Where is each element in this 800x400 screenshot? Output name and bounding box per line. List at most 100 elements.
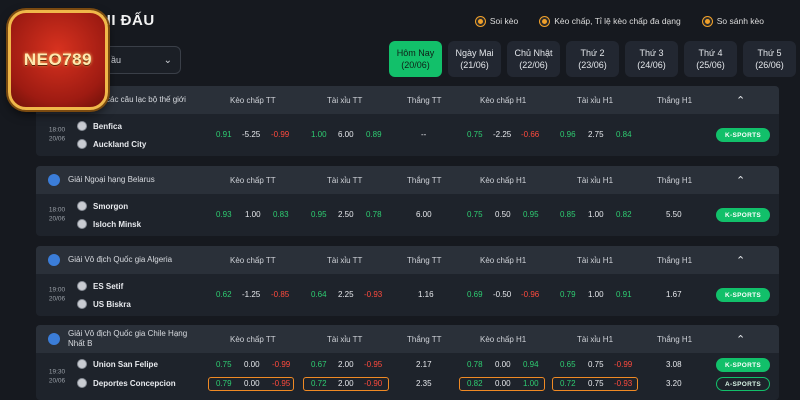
odds-value[interactable]: 0.91 <box>216 130 232 139</box>
team-name: ES Setif <box>93 281 124 291</box>
chevron-up-icon[interactable]: ⌃ <box>736 94 746 107</box>
odds-value[interactable]: 0.75 <box>467 130 483 139</box>
k-sports-button[interactable]: K-SPORTS <box>716 288 770 302</box>
link-soi-keo[interactable]: Soi kèo <box>475 16 518 26</box>
tab-day-date: (21/06) <box>460 60 489 70</box>
team-crest-icon <box>77 201 87 211</box>
k-sports-button[interactable]: K-SPORTS <box>716 208 770 222</box>
odds-value[interactable]: 0.64 <box>311 290 327 299</box>
match-time: 19:00 20/06 <box>46 286 68 305</box>
league-header[interactable]: Giải Vô địch Quốc gia Algeria Kèo chấp T… <box>36 246 779 274</box>
odds-value[interactable]: 0.94 <box>523 360 539 369</box>
brand-logo[interactable]: NEO789 <box>8 10 108 110</box>
a-sports-button[interactable]: A-SPORTS <box>716 377 770 391</box>
odds-value[interactable]: -0.99 <box>272 360 291 369</box>
chevron-up-icon[interactable]: ⌃ <box>736 333 746 346</box>
odds-value[interactable]: 3.20 <box>666 379 682 388</box>
odds-value[interactable]: -0.93 <box>364 290 383 299</box>
odds-value[interactable]: 0.89 <box>366 130 382 139</box>
team-crest-icon <box>77 139 87 149</box>
odds-value[interactable]: 3.08 <box>666 360 682 369</box>
odds-value[interactable]: -0.99 <box>271 130 290 139</box>
odds-value[interactable]: 0.79 <box>560 290 576 299</box>
odds-value[interactable]: 0.65 <box>560 360 576 369</box>
col-header: Tài xỉu H1 <box>577 95 614 105</box>
odds-value[interactable]: 0.93 <box>216 210 232 219</box>
link-label: So sánh kèo <box>716 16 764 26</box>
odds-value[interactable]: 0.95 <box>311 210 327 219</box>
tab-day-0[interactable]: Hôm Nay (20/06) <box>389 41 442 77</box>
odds-value[interactable]: 0.72 <box>560 379 576 388</box>
odds-value[interactable]: 2.17 <box>416 360 432 369</box>
coin-icon <box>475 16 485 26</box>
match-row[interactable]: 19:30 20/06 Union San Felipe Deportes Con… <box>36 353 779 400</box>
odds-value[interactable]: -0.90 <box>364 379 383 388</box>
tab-day-name: Chủ Nhật <box>514 47 553 58</box>
col-header: Tài xỉu TT <box>327 334 363 344</box>
odds-value[interactable]: 0.95 <box>523 210 539 219</box>
tab-day-date: (20/06) <box>401 60 430 70</box>
tab-day-5[interactable]: Thứ 4 (25/06) <box>684 41 737 77</box>
link-keo-chap[interactable]: Kèo chấp, Tỉ lệ kèo chấp đa dạng <box>540 16 681 26</box>
odds-value[interactable]: 1.00 <box>523 379 539 388</box>
link-so-sanh-keo[interactable]: So sánh kèo <box>702 16 764 26</box>
odds-value[interactable]: 0.67 <box>311 360 327 369</box>
odds-value[interactable]: -0.96 <box>521 290 540 299</box>
league-select-value: ầu <box>111 55 122 65</box>
col-header: Thắng H1 <box>657 334 693 344</box>
k-sports-button[interactable]: K-SPORTS <box>716 358 770 372</box>
chevron-up-icon[interactable]: ⌃ <box>736 254 746 267</box>
odds-value[interactable]: 0.78 <box>366 210 382 219</box>
tab-day-2[interactable]: Chủ Nhật (22/06) <box>507 41 560 77</box>
odds-value[interactable]: -- <box>421 130 427 139</box>
odds-value[interactable]: 1.16 <box>418 290 434 299</box>
team-crest-icon <box>77 299 87 309</box>
odds-value[interactable]: 0.82 <box>616 210 632 219</box>
odds-value[interactable]: 0.82 <box>467 379 483 388</box>
match-row[interactable]: 18:00 20/06 Benfica Auckland City 0.91 -5… <box>36 114 779 156</box>
odds-value[interactable]: 0.85 <box>560 210 576 219</box>
trophy-icon <box>48 254 60 266</box>
k-sports-button[interactable]: K-SPORTS <box>716 128 770 142</box>
match-row[interactable]: 18:00 20/06 Smorgon Isloch Minsk 0.93 1.0… <box>36 194 779 236</box>
chevron-up-icon[interactable]: ⌃ <box>736 174 746 187</box>
odds-highlight <box>303 377 389 391</box>
away-team: Isloch Minsk <box>77 219 141 229</box>
odds-value[interactable]: 0.72 <box>311 379 327 388</box>
tab-day-6[interactable]: Thứ 5 (26/06) <box>743 41 796 77</box>
odds-value[interactable]: 0.69 <box>467 290 483 299</box>
top-links: Soi kèo Kèo chấp, Tỉ lệ kèo chấp đa dạng… <box>475 16 764 26</box>
odds-value[interactable]: 0.79 <box>216 379 232 388</box>
team-name: Benfica <box>93 121 122 131</box>
odds-value[interactable]: -0.93 <box>614 379 633 388</box>
odds-value[interactable]: 0.96 <box>560 130 576 139</box>
odds-value[interactable]: -0.99 <box>614 360 633 369</box>
odds-value[interactable]: 0.78 <box>467 360 483 369</box>
odds-line: -2.25 <box>493 130 512 139</box>
league-header[interactable]: các câu lạc bộ thế giới Kèo chấp TT Tài … <box>36 86 779 114</box>
odds-value[interactable]: 0.75 <box>216 360 232 369</box>
odds-value[interactable]: 2.35 <box>416 379 432 388</box>
odds-value[interactable]: 0.84 <box>616 130 632 139</box>
tab-day-1[interactable]: Ngày Mai (21/06) <box>448 41 501 77</box>
odds-value[interactable]: 0.62 <box>216 290 232 299</box>
odds-value[interactable]: -0.95 <box>272 379 291 388</box>
odds-value[interactable]: 1.00 <box>311 130 327 139</box>
odds-value[interactable]: 0.83 <box>273 210 289 219</box>
odds-value[interactable]: -0.95 <box>364 360 383 369</box>
col-header: Kèo chấp TT <box>230 95 276 105</box>
odds-value[interactable]: -0.66 <box>521 130 540 139</box>
tab-day-4[interactable]: Thứ 3 (24/06) <box>625 41 678 77</box>
tab-day-date: (22/06) <box>519 60 548 70</box>
odds-value[interactable]: 0.75 <box>467 210 483 219</box>
league-header[interactable]: Giải Vô địch Quốc gia Chile Hạng Nhất B … <box>36 325 779 353</box>
match-row[interactable]: 19:00 20/06 ES Setif US Biskra 0.62 -1.25… <box>36 274 779 316</box>
odds-value[interactable]: 6.00 <box>416 210 432 219</box>
league-header[interactable]: Giải Ngoại hạng Belarus Kèo chấp TT Tài … <box>36 166 779 194</box>
odds-value[interactable]: -0.85 <box>271 290 290 299</box>
league-select[interactable]: ầu ⌄ <box>96 46 181 74</box>
odds-value[interactable]: 0.91 <box>616 290 632 299</box>
odds-value[interactable]: 1.67 <box>666 290 682 299</box>
tab-day-3[interactable]: Thứ 2 (23/06) <box>566 41 619 77</box>
odds-value[interactable]: 5.50 <box>666 210 682 219</box>
